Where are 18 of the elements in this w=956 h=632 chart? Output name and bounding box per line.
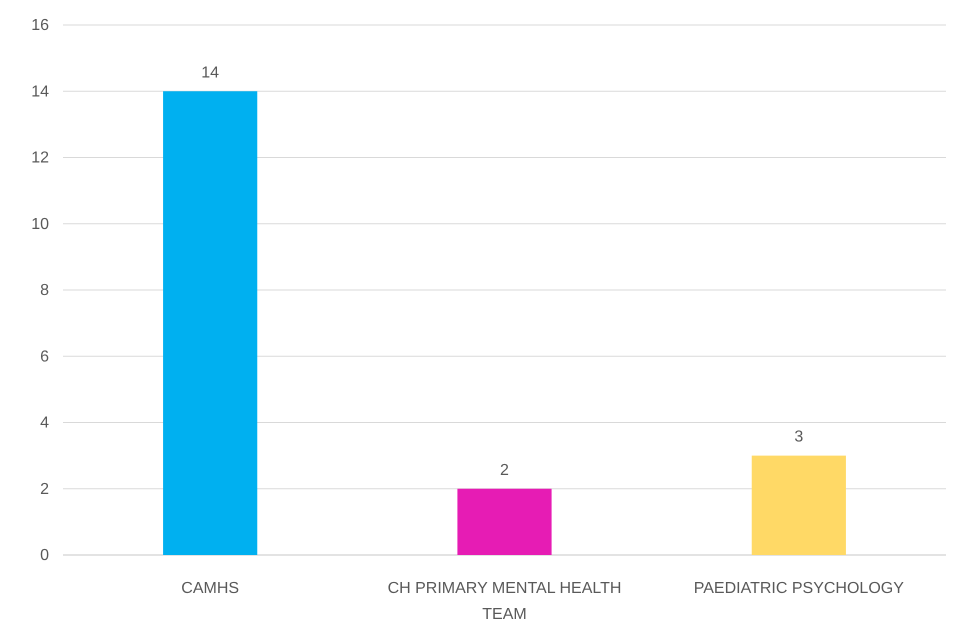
y-tick-label: 2 [40,480,50,498]
bar [457,488,552,555]
y-tick-label: 6 [40,348,50,366]
bar [163,91,258,555]
data-label: 3 [794,428,804,446]
y-tick-label: 0 [40,547,50,564]
x-tick-label: CH PRIMARY MENTAL HEALTH TEAM [388,580,622,623]
data-label: 2 [500,462,510,479]
x-tick-label: CAMHS [181,580,240,597]
y-tick-label: 14 [31,83,50,100]
y-tick-label: 8 [40,282,50,300]
y-tick-label: 10 [31,216,50,233]
y-tick-label: 12 [31,150,50,167]
y-tick-label: 16 [31,17,50,34]
data-label: 14 [201,64,220,82]
x-tick-label: PAEDIATRIC PSYCHOLOGY [694,580,904,597]
bar [752,456,846,555]
y-tick-label: 4 [40,414,50,432]
